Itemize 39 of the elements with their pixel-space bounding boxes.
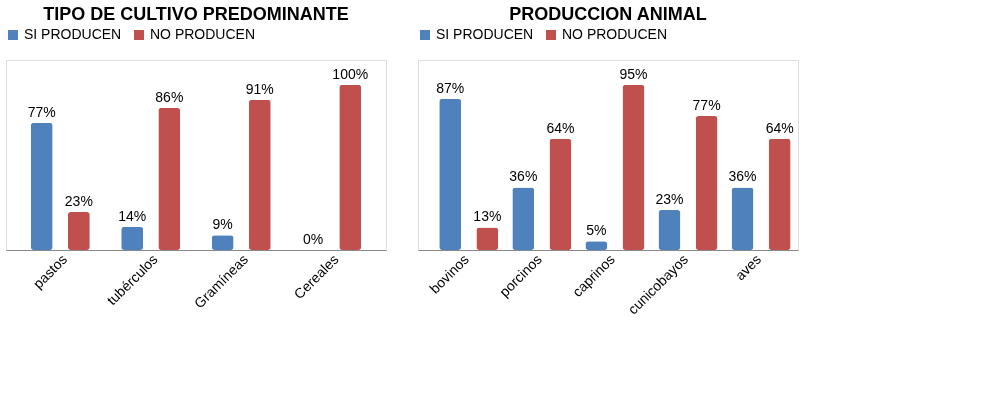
data-label: 9% bbox=[212, 216, 233, 233]
data-label: 36% bbox=[509, 168, 538, 185]
data-label: 91% bbox=[245, 80, 274, 97]
data-label: 64% bbox=[546, 119, 575, 136]
legend-label: SI PRODUCEN bbox=[436, 26, 534, 42]
bar bbox=[339, 84, 362, 250]
bar bbox=[248, 99, 271, 250]
data-label: 23% bbox=[64, 193, 93, 209]
bar bbox=[439, 98, 462, 250]
bar bbox=[731, 187, 754, 250]
data-label: 36% bbox=[728, 168, 757, 185]
bar bbox=[476, 227, 499, 250]
bar bbox=[768, 138, 791, 250]
data-label: 77% bbox=[27, 103, 56, 120]
data-label: 86% bbox=[155, 88, 184, 105]
bar bbox=[549, 138, 572, 250]
data-label: 95% bbox=[619, 65, 648, 82]
data-label: 23% bbox=[655, 191, 684, 207]
legend-label: NO PRODUCEN bbox=[562, 26, 668, 42]
data-label: 87% bbox=[436, 79, 465, 96]
legend-label: SI PRODUCEN bbox=[24, 26, 122, 42]
data-label: 0% bbox=[303, 231, 324, 247]
bar bbox=[658, 210, 681, 250]
legend-label: NO PRODUCEN bbox=[150, 26, 256, 42]
data-label: 5% bbox=[586, 222, 607, 239]
bar bbox=[512, 187, 535, 250]
data-label: 77% bbox=[692, 97, 721, 114]
chart-title: PRODUCCION ANIMAL bbox=[509, 4, 707, 24]
data-label: 13% bbox=[473, 208, 502, 225]
data-label: 100% bbox=[332, 65, 369, 82]
data-label: 14% bbox=[118, 207, 147, 224]
bar bbox=[121, 226, 144, 250]
bar bbox=[30, 122, 53, 250]
chart-title: TIPO DE CULTIVO PREDOMINANTE bbox=[43, 4, 349, 24]
bar bbox=[67, 212, 90, 250]
bar bbox=[622, 84, 645, 250]
data-label: 64% bbox=[765, 119, 794, 136]
bar bbox=[158, 107, 181, 250]
bar bbox=[695, 116, 718, 250]
